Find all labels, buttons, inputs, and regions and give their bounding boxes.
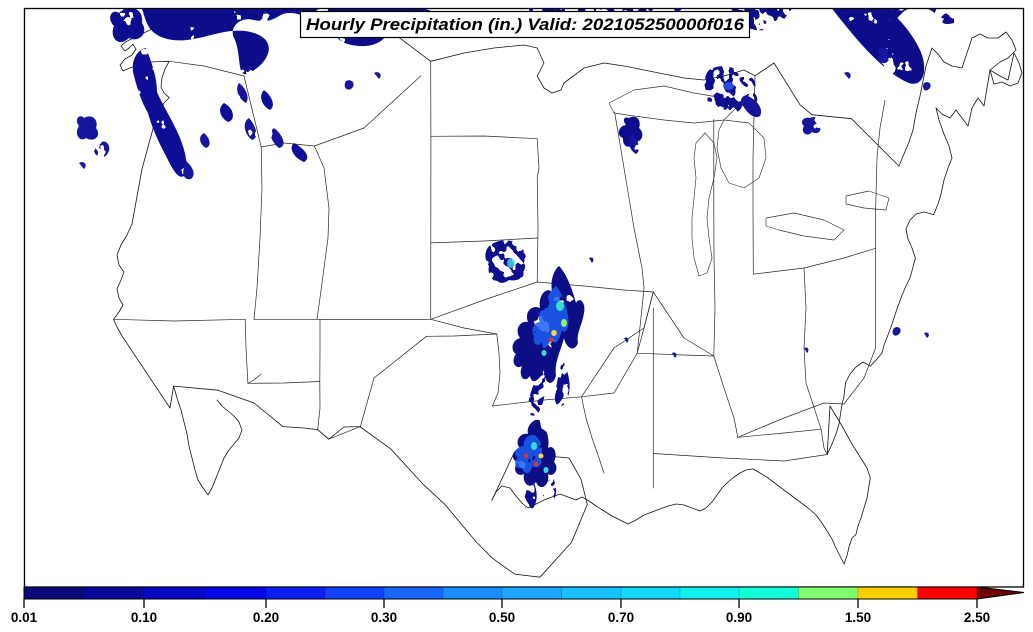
svg-text:0.50: 0.50 bbox=[489, 610, 515, 625]
svg-text:1.50: 1.50 bbox=[845, 610, 871, 625]
svg-text:0.70: 0.70 bbox=[608, 610, 634, 625]
svg-text:0.30: 0.30 bbox=[371, 610, 397, 625]
svg-text:Hourly Precipitation (in.) Val: Hourly Precipitation (in.) Valid: 202105… bbox=[306, 16, 745, 34]
svg-text:0.90: 0.90 bbox=[726, 610, 752, 625]
svg-text:0.20: 0.20 bbox=[253, 610, 279, 625]
svg-text:0.01: 0.01 bbox=[11, 610, 38, 625]
svg-text:2.50: 2.50 bbox=[964, 610, 990, 625]
svg-text:0.10: 0.10 bbox=[131, 610, 157, 625]
